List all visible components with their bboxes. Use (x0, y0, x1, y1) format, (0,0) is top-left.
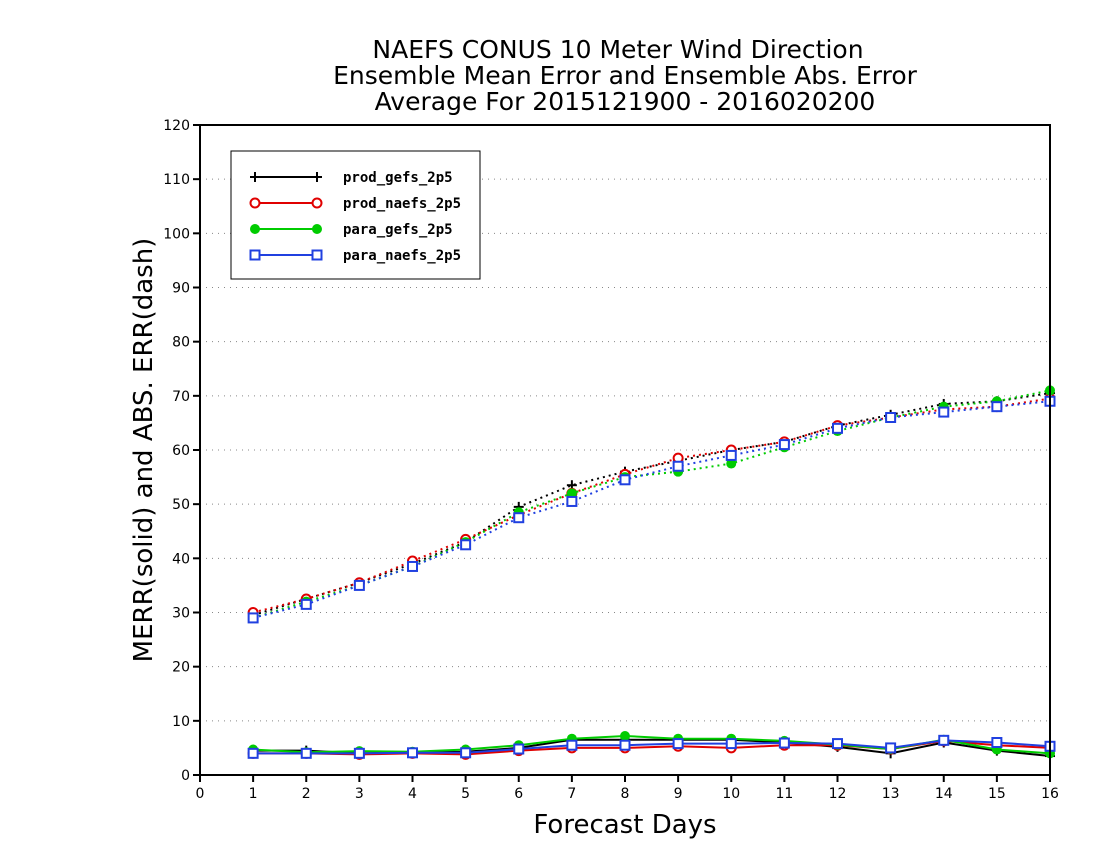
abs-err-line-prod_naefs_2p5 (252, 397, 1051, 614)
abs-err-point-para_naefs_2p5-14 (938, 406, 950, 418)
x-tick-label-7: 7 (567, 786, 576, 802)
abs-err-line-para_naefs_2p5 (252, 400, 1051, 619)
series-prod_naefs_2p5 (247, 393, 1056, 760)
x-axis: 0 1 2 3 4 5 6 7 8 9 10 11 12 13 14 15 16 (196, 775, 1059, 802)
merr-line-para_naefs_2p5 (253, 739, 1051, 755)
y-tick-label-60: 60 (172, 443, 190, 459)
merr-point-para_naefs_2p5-7 (566, 739, 578, 751)
y-tick-label-90: 90 (172, 281, 190, 297)
abs-err-point-para_naefs_2p5-15 (991, 401, 1003, 413)
y-tick-label-100: 100 (163, 226, 190, 242)
legend-marker-left-prod_naefs_2p5 (249, 197, 261, 209)
merr-point-para_naefs_2p5-9 (672, 738, 684, 750)
merr-point-para_naefs_2p5-10 (725, 738, 737, 750)
merr-point-para_naefs_2p5-2 (300, 747, 312, 759)
x-tick-label-0: 0 (196, 786, 205, 802)
x-tick-label-3: 3 (355, 786, 364, 802)
x-tick-label-11: 11 (775, 786, 793, 802)
abs-err-point-para_naefs_2p5-11 (778, 439, 790, 451)
y-tick-label-10: 10 (172, 714, 190, 730)
merr-point-para_naefs_2p5-8 (619, 739, 631, 751)
abs-err-point-para_naefs_2p5-6 (513, 512, 525, 524)
abs-err-line-para_gefs_2p5 (252, 389, 1051, 619)
chart-title-line-2: Ensemble Mean Error and Ensemble Abs. Er… (333, 61, 918, 90)
y-tick-label-110: 110 (163, 172, 190, 188)
merr-point-para_naefs_2p5-11 (778, 737, 790, 749)
abs-err-point-para_naefs_2p5-9 (672, 460, 684, 472)
legend-label-prod_gefs_2p5: prod_gefs_2p5 (343, 170, 453, 186)
legend-marker-right-para_naefs_2p5 (311, 249, 323, 261)
y-tick-label-30: 30 (172, 606, 190, 622)
y-tick-label-80: 80 (172, 335, 190, 351)
abs-err-point-para_naefs_2p5-7 (566, 495, 578, 507)
legend-item-prod_naefs_2p5: prod_naefs_2p5 (249, 196, 461, 212)
abs-err-point-para_naefs_2p5-1 (247, 612, 259, 624)
legend-item-para_gefs_2p5: para_gefs_2p5 (250, 222, 453, 238)
merr-point-para_naefs_2p5-13 (885, 742, 897, 754)
series-para_naefs_2p5 (247, 395, 1056, 759)
legend-marker-left-prod_gefs_2p5 (250, 172, 260, 182)
merr-point-para_naefs_2p5-4 (407, 747, 418, 759)
x-tick-label-16: 16 (1041, 786, 1059, 802)
x-tick-label-5: 5 (461, 786, 470, 802)
x-tick-label-9: 9 (674, 786, 683, 802)
merr-point-para_naefs_2p5-5 (460, 747, 472, 759)
legend-marker-left-para_naefs_2p5 (249, 249, 261, 261)
abs-err-point-para_naefs_2p5-13 (885, 412, 897, 423)
y-tick-label-120: 120 (163, 118, 190, 134)
x-tick-label-6: 6 (514, 786, 523, 802)
x-tick-label-2: 2 (302, 786, 311, 802)
plot-series (247, 385, 1056, 762)
chart-title-line-3: Average For 2015121900 - 2016020200 (375, 87, 876, 116)
legend: prod_gefs_2p5 prod_naefs_2p5 para_gefs_2p5… (230, 150, 481, 280)
merr-point-para_naefs_2p5-6 (513, 743, 525, 755)
abs-err-point-para_naefs_2p5-2 (300, 598, 312, 610)
abs-err-point-para_naefs_2p5-3 (353, 579, 365, 591)
merr-point-para_naefs_2p5-1 (247, 747, 259, 759)
x-tick-label-12: 12 (829, 786, 847, 802)
legend-marker-right-prod_naefs_2p5 (311, 197, 323, 209)
legend-marker-right-prod_gefs_2p5 (312, 172, 322, 182)
y-tick-label-50: 50 (172, 497, 190, 513)
legend-label-para_naefs_2p5: para_naefs_2p5 (343, 248, 461, 264)
y-tick-label-40: 40 (172, 551, 190, 567)
legend-label-prod_naefs_2p5: prod_naefs_2p5 (343, 196, 461, 212)
legend-marker-left-para_gefs_2p5 (250, 224, 260, 234)
abs-err-point-para_naefs_2p5-10 (725, 449, 737, 461)
y-tick-label-0: 0 (181, 768, 190, 784)
legend-label-para_gefs_2p5: para_gefs_2p5 (343, 222, 453, 238)
legend-marker-right-para_gefs_2p5 (312, 224, 322, 234)
merr-point-para_naefs_2p5-14 (938, 734, 950, 746)
abs-err-point-para_naefs_2p5-8 (619, 474, 631, 486)
x-tick-label-15: 15 (988, 786, 1006, 802)
x-axis-title: Forecast Days (533, 810, 716, 840)
x-tick-label-10: 10 (722, 786, 740, 802)
x-tick-label-14: 14 (935, 786, 953, 802)
series-prod_gefs_2p5 (248, 388, 1055, 762)
chart-title-line-1: NAEFS CONUS 10 Meter Wind Direction (372, 35, 863, 64)
series-para_gefs_2p5 (248, 385, 1055, 759)
merr-point-para_gefs_2p5-8 (620, 731, 630, 741)
legend-box (230, 150, 481, 280)
merr-point-para_naefs_2p5-15 (991, 737, 1003, 748)
legend-item-prod_gefs_2p5: prod_gefs_2p5 (250, 170, 453, 186)
merr-point-para_naefs_2p5-3 (353, 747, 365, 759)
abs-err-point-para_naefs_2p5-5 (460, 539, 472, 551)
y-tick-label-70: 70 (172, 389, 190, 405)
y-axis-title: MERR(solid) and ABS. ERR(dash) (129, 238, 159, 663)
abs-err-point-para_naefs_2p5-4 (407, 560, 418, 572)
gridlines (200, 178, 1050, 722)
x-tick-label-4: 4 (408, 786, 417, 802)
x-tick-label-1: 1 (249, 786, 258, 802)
merr-point-para_naefs_2p5-12 (832, 738, 843, 750)
abs-err-line-prod_gefs_2p5 (252, 392, 1051, 617)
x-tick-label-8: 8 (621, 786, 630, 802)
y-tick-label-20: 20 (172, 660, 190, 676)
chart-title: NAEFS CONUS 10 Meter Wind Direction Ense… (333, 35, 918, 116)
x-tick-label-13: 13 (882, 786, 900, 802)
abs-err-point-para_naefs_2p5-12 (832, 422, 843, 434)
y-axis: 0 10 20 30 40 50 60 70 80 90 100 110 120 (163, 118, 200, 784)
legend-item-para_naefs_2p5: para_naefs_2p5 (249, 248, 461, 264)
